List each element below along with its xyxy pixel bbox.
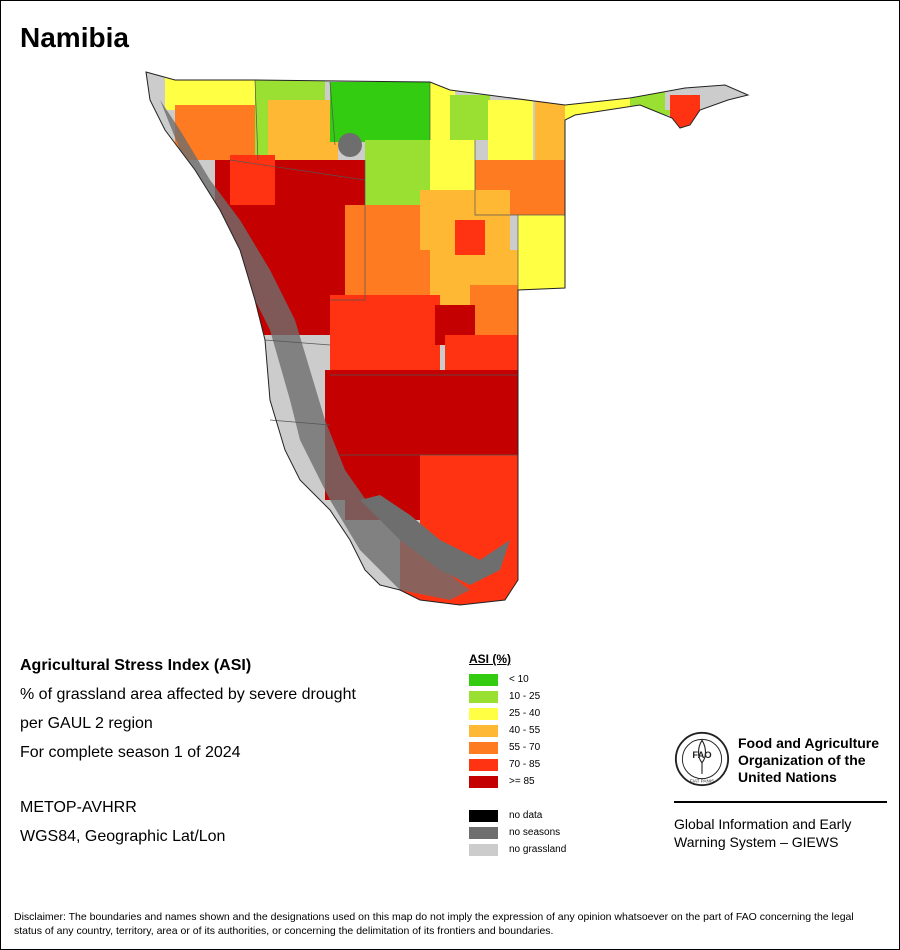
org-name-line: Food and Agriculture: [738, 735, 880, 751]
legend-swatch: [469, 843, 498, 856]
region-caprivi-red: [670, 95, 700, 130]
disclaimer-text: Disclaimer: The boundaries and names sho…: [14, 911, 854, 937]
region-north-amber-east: [535, 100, 565, 160]
legend-label: 55 - 70: [509, 742, 541, 753]
legend-spacer: [469, 790, 566, 807]
legend-item: 10 - 25: [469, 688, 566, 705]
legend-label: < 10: [509, 674, 529, 685]
legend-item: no data: [469, 807, 566, 824]
map-info: Agricultural Stress Index (ASI) % of gra…: [20, 657, 356, 857]
legend-item: < 10: [469, 671, 566, 688]
no-seasons-area-south: [360, 495, 510, 585]
namibia-asi-map: [145, 71, 750, 606]
region-north-green-core: [330, 82, 430, 142]
legend-label: no grassland: [509, 844, 567, 855]
legend-label: 40 - 55: [509, 725, 541, 736]
legend-swatch: [469, 724, 498, 737]
legend-swatch: [469, 690, 498, 703]
sensor-label: METOP-AVHRR: [20, 799, 137, 816]
asi-unit: per GAUL 2 region: [20, 715, 153, 732]
legend-label: 70 - 85: [509, 759, 541, 770]
region-center-red-east: [445, 335, 518, 375]
region-east-yellow: [518, 215, 565, 290]
projection-label: WGS84, Geographic Lat/Lon: [20, 828, 226, 845]
giews-line: Global Information and Early: [674, 816, 852, 832]
legend-item: 70 - 85: [469, 756, 566, 773]
legend-label: 10 - 25: [509, 691, 541, 702]
legend-label: 25 - 40: [509, 708, 541, 719]
region-northwest-yellow: [165, 72, 255, 110]
no-seasons-area-coast: [160, 100, 470, 600]
legend-title: ASI (%): [469, 652, 511, 666]
region-boundaries: [229, 79, 565, 456]
namibia-border: [145, 71, 750, 606]
legend-item: 25 - 40: [469, 705, 566, 722]
legend-label: no data: [509, 810, 543, 821]
region-caprivi-yellow: [565, 95, 635, 125]
fao-logo-icon: FAO FIAT PANIS: [674, 731, 730, 787]
legend-label: no seasons: [509, 827, 561, 838]
legend-swatch: [469, 775, 498, 788]
fao-logo-motto: FIAT PANIS: [690, 778, 715, 783]
asi-description: % of grassland area affected by severe d…: [20, 686, 356, 703]
legend-label: >= 85: [509, 776, 535, 787]
asi-season: For complete season 1 of 2024: [20, 744, 241, 761]
region-caprivi-green: [630, 85, 670, 115]
region-north-amber: [268, 100, 338, 160]
legend-item: >= 85: [469, 773, 566, 790]
legend-item: 40 - 55: [469, 722, 566, 739]
region-north-yellow-east: [488, 100, 533, 160]
fao-organization-name: Food and Agriculture Organization of the…: [738, 735, 879, 786]
logo-divider: [674, 801, 887, 803]
region-central-red-pocket: [455, 220, 485, 255]
info-spacer: [20, 773, 356, 799]
legend-swatch: [469, 673, 498, 686]
map-title: Namibia: [20, 22, 129, 53]
legend-swatch: [469, 741, 498, 754]
asi-legend: ASI (%) < 10 10 - 25 25 - 40 40 - 55 55 …: [469, 652, 566, 858]
no-seasons-patch-north: [338, 133, 362, 157]
giews-line: Warning System – GIEWS: [674, 834, 839, 850]
legend-item: no seasons: [469, 824, 566, 841]
asi-title: Agricultural Stress Index (ASI): [20, 657, 252, 674]
region-north-green-east: [450, 95, 490, 140]
legend-swatch: [469, 826, 498, 839]
legend-swatch: [469, 758, 498, 771]
org-name-line: United Nations: [738, 769, 837, 785]
region-center-red: [330, 295, 440, 380]
fao-logo-letters: FAO: [692, 750, 711, 760]
org-name-line: Organization of the: [738, 752, 866, 768]
region-east-orange: [470, 285, 518, 340]
legend-item: no grassland: [469, 841, 566, 858]
giews-name: Global Information and Early Warning Sys…: [674, 815, 851, 851]
region-kunene-red: [230, 155, 275, 205]
legend-swatch: [469, 809, 498, 822]
legend-item: 55 - 70: [469, 739, 566, 756]
legend-swatch: [469, 707, 498, 720]
region-central-north-yellow: [430, 140, 475, 195]
